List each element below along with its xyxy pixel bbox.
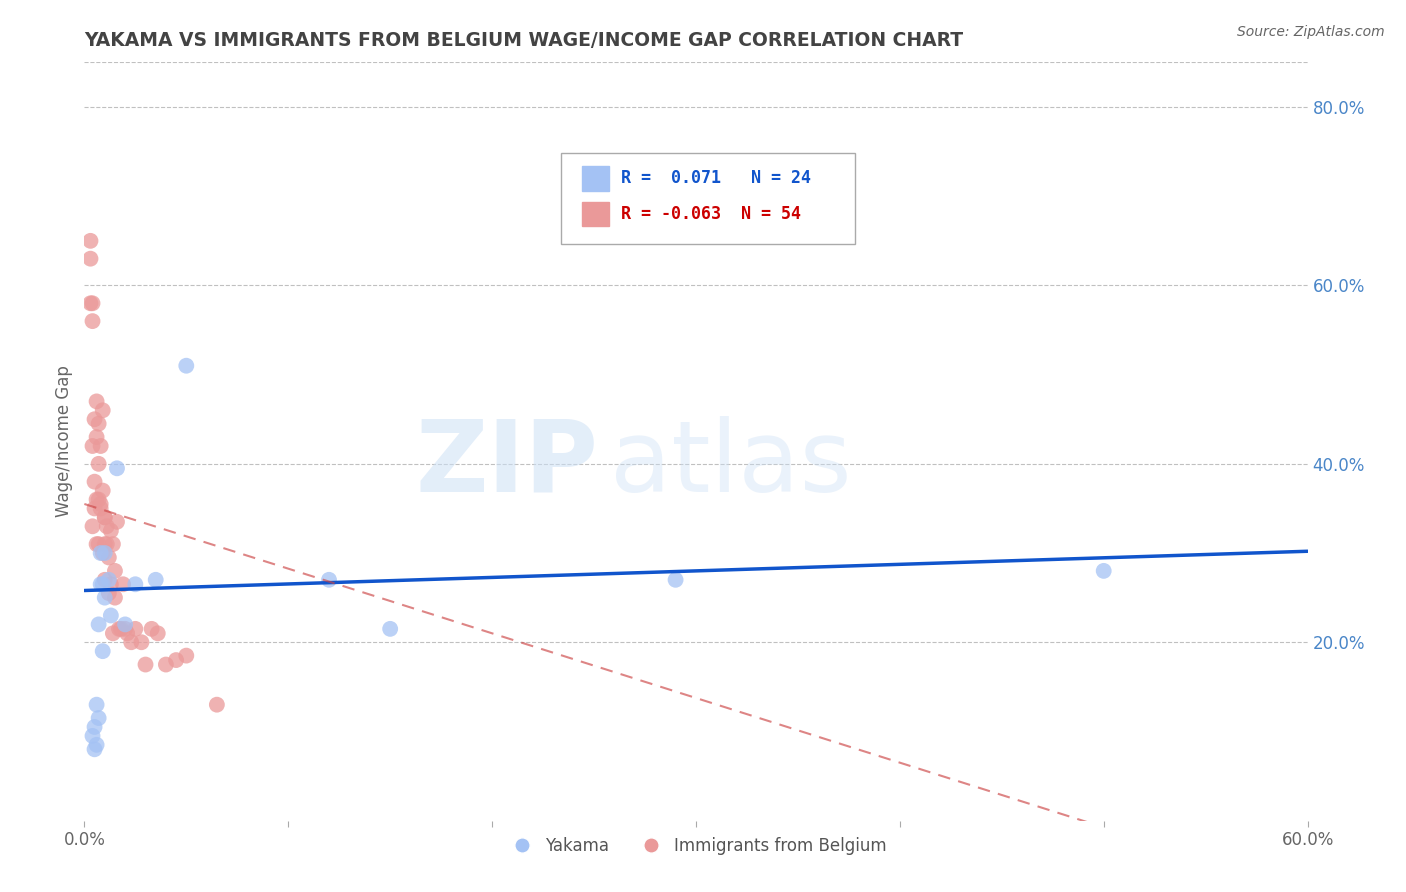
Point xyxy=(91,546,114,560)
Point xyxy=(112,577,135,591)
Point xyxy=(91,644,114,658)
Text: ZIP: ZIP xyxy=(415,416,598,513)
Point xyxy=(96,519,118,533)
Point xyxy=(86,738,108,752)
Point xyxy=(79,296,101,310)
Point xyxy=(87,492,110,507)
Point xyxy=(93,537,115,551)
Point xyxy=(83,720,105,734)
Point xyxy=(93,573,115,587)
Point xyxy=(124,622,146,636)
Point xyxy=(135,657,157,672)
Point xyxy=(83,412,105,426)
Point xyxy=(90,577,112,591)
Text: Source: ZipAtlas.com: Source: ZipAtlas.com xyxy=(1237,25,1385,39)
Point xyxy=(91,577,114,591)
Bar xyxy=(582,166,609,191)
Point xyxy=(97,550,120,565)
Point xyxy=(82,519,104,533)
Point xyxy=(79,234,101,248)
Point xyxy=(87,711,110,725)
Point xyxy=(93,591,115,605)
Point xyxy=(1092,564,1115,578)
Point xyxy=(86,537,108,551)
Text: R =  0.071   N = 24: R = 0.071 N = 24 xyxy=(621,169,811,187)
Point xyxy=(124,577,146,591)
Legend: Yakama, Immigrants from Belgium: Yakama, Immigrants from Belgium xyxy=(499,830,893,862)
Point xyxy=(174,359,197,373)
Point xyxy=(90,439,112,453)
Point xyxy=(82,314,104,328)
Point xyxy=(90,497,112,511)
Point xyxy=(97,573,120,587)
Point xyxy=(87,537,110,551)
Point xyxy=(110,622,132,636)
Point xyxy=(83,475,105,489)
Point xyxy=(93,510,115,524)
Point xyxy=(87,457,110,471)
Point xyxy=(97,586,120,600)
Point xyxy=(86,492,108,507)
Point xyxy=(318,573,340,587)
Point xyxy=(146,626,169,640)
Point xyxy=(104,564,127,578)
Point xyxy=(108,622,131,636)
Point xyxy=(105,515,128,529)
Point xyxy=(93,510,115,524)
Point xyxy=(101,626,124,640)
Point xyxy=(104,591,127,605)
Point xyxy=(120,635,142,649)
Point xyxy=(93,546,115,560)
Point xyxy=(83,742,105,756)
Point xyxy=(165,653,187,667)
Point xyxy=(145,573,167,587)
Point xyxy=(90,501,112,516)
Point xyxy=(101,537,124,551)
Point xyxy=(114,622,136,636)
Point xyxy=(155,657,177,672)
Point xyxy=(96,537,118,551)
Text: atlas: atlas xyxy=(610,416,852,513)
Text: R = -0.063  N = 54: R = -0.063 N = 54 xyxy=(621,205,801,223)
Point xyxy=(114,617,136,632)
Point xyxy=(380,622,402,636)
FancyBboxPatch shape xyxy=(561,153,855,244)
Point xyxy=(665,573,688,587)
Bar xyxy=(582,202,609,227)
Point xyxy=(131,635,153,649)
Point xyxy=(86,430,108,444)
Point xyxy=(82,439,104,453)
Point xyxy=(82,729,104,743)
Point xyxy=(87,417,110,431)
Point xyxy=(115,626,138,640)
Point xyxy=(100,577,122,591)
Point xyxy=(82,296,104,310)
Point xyxy=(86,698,108,712)
Point xyxy=(79,252,101,266)
Point xyxy=(91,403,114,417)
Point xyxy=(83,501,105,516)
Point xyxy=(105,461,128,475)
Y-axis label: Wage/Income Gap: Wage/Income Gap xyxy=(55,366,73,517)
Point xyxy=(86,394,108,409)
Text: YAKAMA VS IMMIGRANTS FROM BELGIUM WAGE/INCOME GAP CORRELATION CHART: YAKAMA VS IMMIGRANTS FROM BELGIUM WAGE/I… xyxy=(84,30,963,50)
Point xyxy=(100,608,122,623)
Point xyxy=(90,546,112,560)
Point xyxy=(141,622,163,636)
Point xyxy=(205,698,228,712)
Point xyxy=(174,648,197,663)
Point xyxy=(100,524,122,538)
Point xyxy=(91,483,114,498)
Point xyxy=(87,617,110,632)
